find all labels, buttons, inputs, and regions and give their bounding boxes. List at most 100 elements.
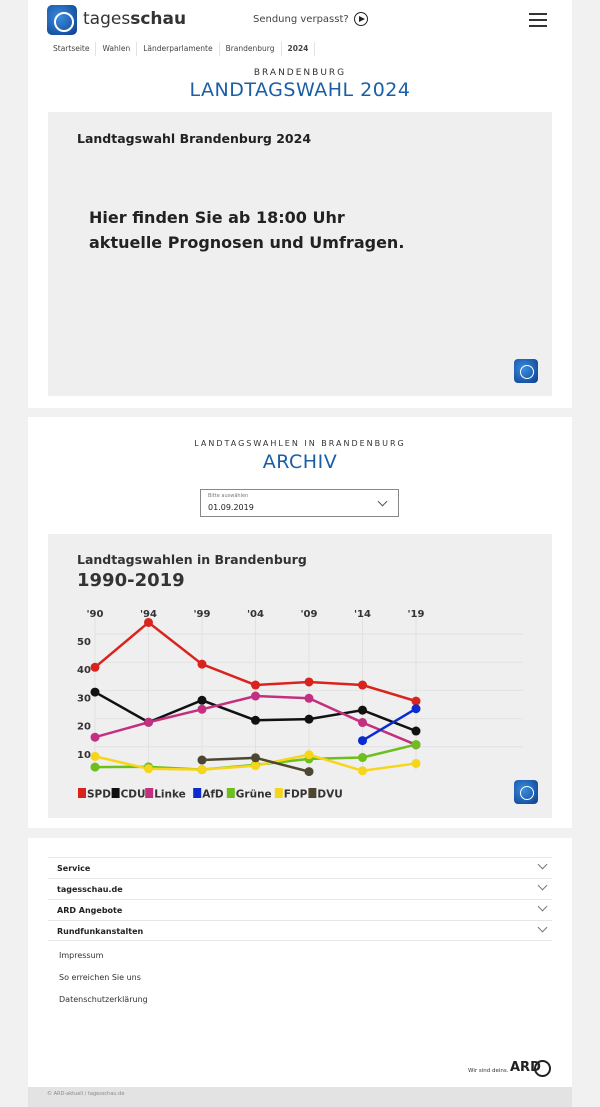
footer-link-impressum[interactable]: Impressum xyxy=(59,951,104,960)
x-tick-label: '99 xyxy=(194,609,211,620)
chevron-down-icon xyxy=(537,922,548,933)
missed-label: Sendung verpasst? xyxy=(253,13,349,25)
data-point-spd xyxy=(304,677,314,687)
legend-swatch xyxy=(308,788,317,798)
data-point-linke xyxy=(251,691,260,701)
x-tick-label: '09 xyxy=(301,609,318,620)
missed-show-link[interactable]: Sendung verpasst? xyxy=(253,12,368,26)
x-tick-label: '90 xyxy=(87,609,104,620)
archive-title: ARCHIV xyxy=(262,451,338,473)
x-tick-label: '19 xyxy=(408,609,425,620)
box-title: Landtagswahl Brandenburg 2024 xyxy=(77,131,312,146)
data-point-cdu xyxy=(251,715,260,725)
breadcrumb: Startseite Wahlen Länderparlamente Brand… xyxy=(47,42,316,56)
footer-accordion-item[interactable]: Rundfunkanstalten xyxy=(48,920,552,941)
box-line: aktuelle Prognosen und Umfragen. xyxy=(89,233,405,252)
legend-swatch xyxy=(111,788,120,798)
legend-swatch xyxy=(193,788,202,798)
legend-swatch xyxy=(78,788,86,798)
legend-label: Linke xyxy=(154,789,186,801)
data-point-linke xyxy=(358,718,367,728)
chevron-down-icon xyxy=(537,901,548,912)
copyright: © ARD-aktuell / tagesschau.de xyxy=(28,1087,572,1107)
data-point-spd xyxy=(358,680,367,690)
footer-accordion-item[interactable]: tagesschau.de xyxy=(48,878,552,899)
breadcrumb-item[interactable]: Startseite xyxy=(47,42,97,56)
data-point-fdp xyxy=(251,761,260,771)
accordion-label: ARD Angebote xyxy=(57,906,123,915)
data-point-fdp xyxy=(90,751,100,761)
line-chart: 10 20 30 40 50 '90 '94 '99 '04 '09 '14 '19 SPD CDU Lin… xyxy=(77,609,523,801)
box-line: Hier finden Sie ab 18:00 Uhr xyxy=(89,208,345,227)
archive-kicker: LANDTAGSWAHLEN IN BRANDENBURG xyxy=(194,439,406,448)
box-message: Hier finden Sie ab 18:00 Uhr aktuelle Pro… xyxy=(89,205,404,255)
data-point-afd xyxy=(411,704,421,714)
election-placeholder xyxy=(48,112,552,396)
breadcrumb-item[interactable]: Länderparlamente xyxy=(137,42,220,56)
accordion-label: Service xyxy=(57,864,91,873)
footer-link-contact[interactable]: So erreichen Sie uns xyxy=(59,973,141,982)
y-tick-label: 40 xyxy=(77,665,91,676)
data-point-fdp xyxy=(304,750,314,760)
menu-icon[interactable] xyxy=(529,13,547,27)
data-point-spd xyxy=(144,617,153,627)
data-point-dvu xyxy=(197,755,207,765)
data-point-cdu xyxy=(358,705,367,715)
data-point-spd xyxy=(411,696,421,706)
brand-name[interactable]: tagesschau xyxy=(83,9,186,29)
x-tick-label: '94 xyxy=(140,609,157,620)
legend-label: CDU xyxy=(121,789,146,801)
y-tick-label: 10 xyxy=(77,750,91,761)
select-label: Bitte auswählen xyxy=(208,493,249,499)
footer-link-privacy[interactable]: Datenschutzerklärung xyxy=(59,995,148,1004)
legend-label: SPD xyxy=(87,789,111,801)
data-point-cdu xyxy=(304,714,314,724)
brand-bold: schau xyxy=(130,9,187,29)
breadcrumb-item[interactable]: Wahlen xyxy=(96,42,138,56)
x-tick-label: '14 xyxy=(354,609,371,620)
election-date-select[interactable]: Bitte auswählen 01.09.2019 xyxy=(200,489,399,517)
data-point-spd xyxy=(90,662,100,672)
data-point-linke xyxy=(304,693,314,703)
series-line-afd xyxy=(361,707,417,742)
data-point-linke xyxy=(90,732,100,742)
footer xyxy=(28,838,572,1087)
tagesschau-logo-small xyxy=(514,780,538,804)
footer-accordion-item[interactable]: Service xyxy=(48,857,552,878)
legend-swatch xyxy=(226,788,235,798)
legend-label: Grüne xyxy=(236,789,272,801)
select-value: 01.09.2019 xyxy=(208,503,254,512)
brand-light: tages xyxy=(83,9,131,29)
tagesschau-logo[interactable] xyxy=(47,5,77,35)
play-icon xyxy=(353,12,368,26)
legend-swatch xyxy=(274,788,283,798)
data-point-spd xyxy=(251,680,260,690)
chart-title: Landtagswahlen in Brandenburg xyxy=(77,552,307,567)
data-point-grüne xyxy=(411,740,421,750)
footer-accordion-item[interactable]: ARD Angebote xyxy=(48,899,552,920)
data-point-linke xyxy=(144,717,153,727)
y-tick-label: 20 xyxy=(77,722,91,733)
chart-subtitle: 1990-2019 xyxy=(77,570,185,591)
chevron-down-icon xyxy=(537,859,548,870)
breadcrumb-item[interactable]: Brandenburg xyxy=(220,42,282,56)
legend-label: AfD xyxy=(202,789,224,801)
data-point-cdu xyxy=(411,726,421,736)
tagesschau-logo-small xyxy=(514,359,538,383)
data-point-afd xyxy=(358,736,367,746)
chevron-down-icon xyxy=(377,496,388,507)
data-point-cdu xyxy=(197,695,207,705)
data-point-fdp xyxy=(144,764,153,774)
ard-logo[interactable]: ARD xyxy=(510,1060,541,1075)
data-point-cdu xyxy=(90,687,100,697)
chart-container: Landtagswahlen in Brandenburg 1990-2019 … xyxy=(48,534,552,818)
accordion-label: tagesschau.de xyxy=(57,885,123,894)
data-point-dvu xyxy=(251,753,260,763)
data-point-linke xyxy=(197,704,207,714)
data-point-fdp xyxy=(197,765,207,775)
page-title: LANDTAGSWAHL 2024 xyxy=(189,79,411,101)
ard-one-icon xyxy=(534,1060,551,1077)
legend-label: DVU xyxy=(317,789,342,801)
data-point-fdp xyxy=(358,766,367,776)
data-point-grüne xyxy=(358,753,367,763)
